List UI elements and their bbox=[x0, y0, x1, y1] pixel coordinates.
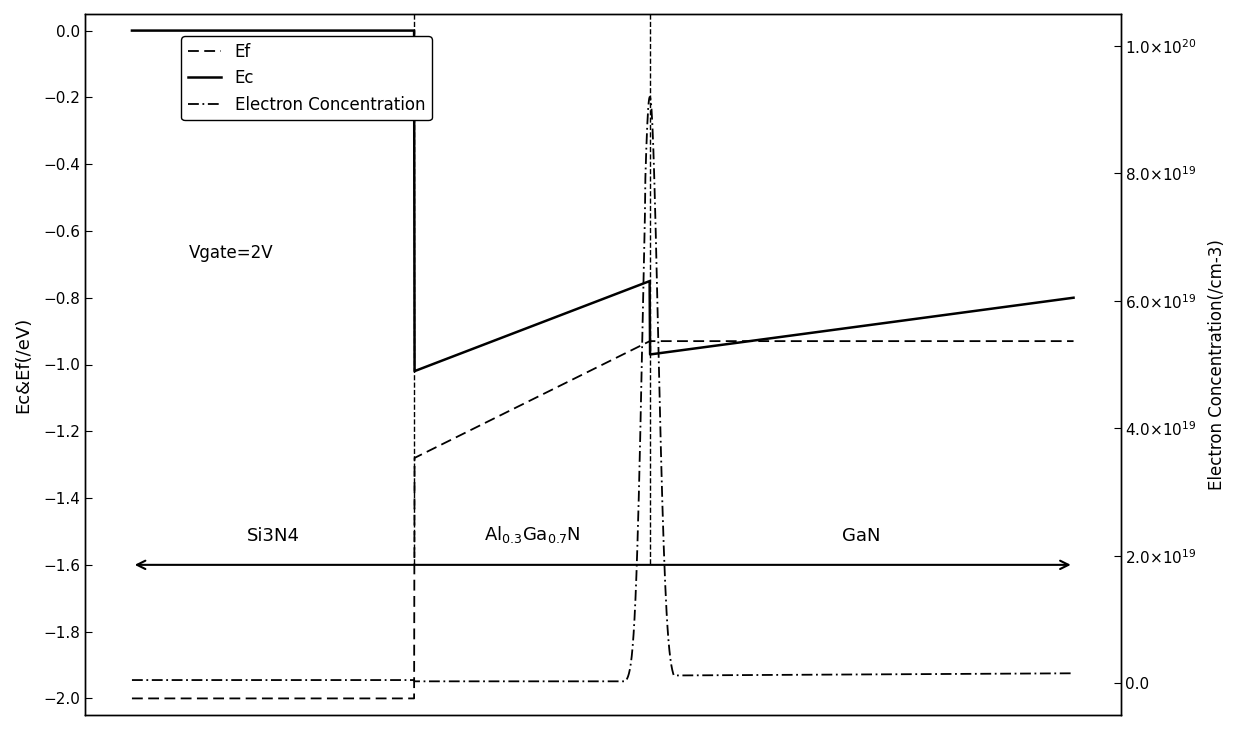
Electron Concentration bbox=[407, 677, 422, 686]
Line: Ef: Ef bbox=[131, 341, 1074, 698]
Ec bbox=[1039, 297, 1054, 305]
Text: Al$_{0.3}$Ga$_{0.7}$N: Al$_{0.3}$Ga$_{0.7}$N bbox=[484, 524, 580, 545]
Ef bbox=[558, 379, 573, 388]
Legend: Ef, Ec, Electron Concentration: Ef, Ec, Electron Concentration bbox=[181, 36, 432, 120]
Ef bbox=[172, 694, 187, 703]
Text: Vgate=2V: Vgate=2V bbox=[188, 243, 273, 262]
Electron Concentration bbox=[1066, 669, 1081, 678]
Text: GaN: GaN bbox=[842, 527, 880, 545]
Ef bbox=[583, 367, 598, 375]
Line: Ec: Ec bbox=[131, 31, 1074, 371]
Ec bbox=[124, 26, 139, 35]
Ec bbox=[558, 309, 573, 318]
Ef bbox=[1039, 337, 1054, 346]
Ef bbox=[124, 694, 139, 703]
Electron Concentration bbox=[867, 670, 882, 679]
Electron Concentration bbox=[1039, 669, 1054, 678]
Electron Concentration bbox=[558, 677, 573, 686]
Electron Concentration bbox=[642, 93, 657, 101]
Ef bbox=[867, 337, 882, 346]
Ef bbox=[642, 337, 657, 346]
Electron Concentration bbox=[124, 676, 139, 685]
Line: Electron Concentration: Electron Concentration bbox=[131, 97, 1074, 682]
Y-axis label: Ec&Ef(/eV): Ec&Ef(/eV) bbox=[14, 316, 32, 413]
Ec bbox=[583, 300, 598, 308]
Ec bbox=[867, 320, 882, 329]
Text: Si3N4: Si3N4 bbox=[247, 527, 300, 545]
Ec bbox=[172, 26, 187, 35]
Electron Concentration bbox=[1039, 669, 1054, 678]
Y-axis label: Electron Concentration(/cm-3): Electron Concentration(/cm-3) bbox=[1208, 239, 1226, 490]
Ec bbox=[1066, 293, 1081, 302]
Electron Concentration bbox=[172, 676, 187, 685]
Ec bbox=[407, 367, 422, 375]
Ef bbox=[1039, 337, 1054, 346]
Ef bbox=[1066, 337, 1081, 346]
Ec bbox=[1039, 297, 1054, 305]
Electron Concentration bbox=[583, 677, 598, 686]
